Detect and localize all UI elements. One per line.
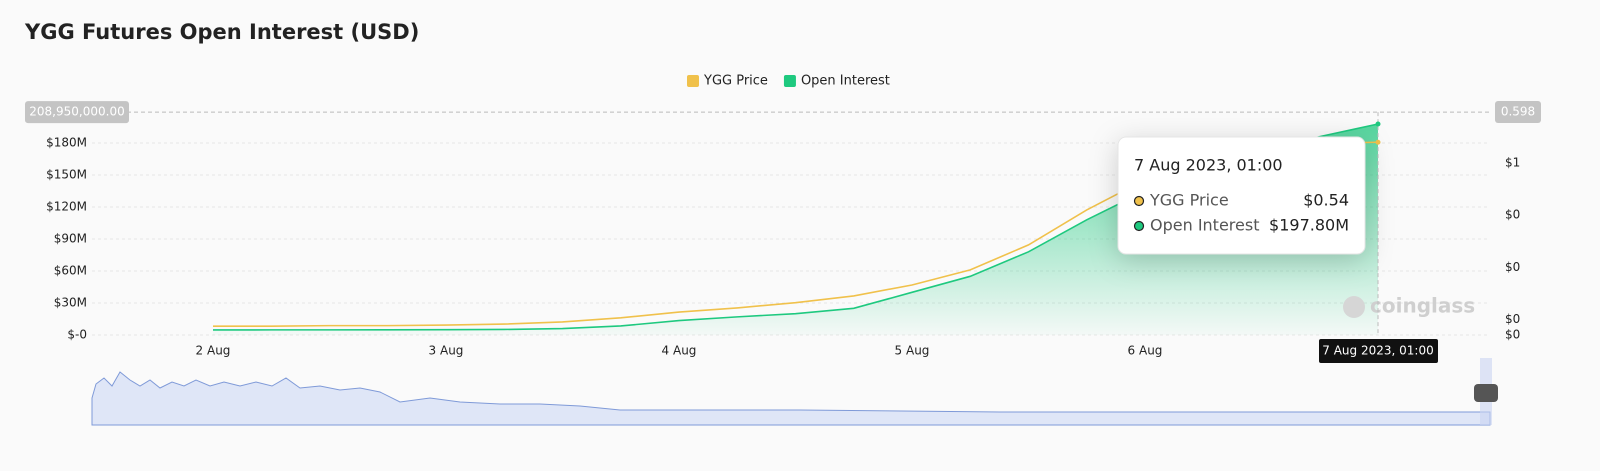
y2-tick-label: $0 <box>1505 328 1520 342</box>
legend-label: Open Interest <box>801 74 890 89</box>
tooltip-value: $0.54 <box>1303 191 1349 210</box>
crosshair-x-box <box>1319 339 1438 363</box>
x-tick-label: 5 Aug <box>895 344 930 358</box>
tooltip-name: Open Interest <box>1150 216 1259 235</box>
legend-swatch <box>783 75 796 87</box>
tooltip-box <box>1117 136 1366 255</box>
y2-tick-label: $0 <box>1505 260 1520 274</box>
navigator <box>91 371 1491 426</box>
x-tick-label: 3 Aug <box>429 344 464 358</box>
crosshair-y2-label: 0.598 <box>1501 105 1535 119</box>
y-tick-label: $120M <box>46 200 87 214</box>
chart-title: YGG Futures Open Interest (USD) <box>24 20 419 44</box>
crosshair-x-label: 7 Aug 2023, 01:00 <box>1322 344 1433 358</box>
crosshair-y2-box <box>1495 101 1541 124</box>
x-tick-label: 2 Aug <box>196 344 231 358</box>
tooltip-title: 7 Aug 2023, 01:00 <box>1134 156 1283 175</box>
hover-point <box>1375 121 1381 127</box>
tooltip-dot <box>1133 220 1145 232</box>
watermark: coinglass <box>1370 294 1475 318</box>
tooltip-value: $197.80M <box>1269 216 1349 235</box>
tooltip-dot <box>1133 195 1145 207</box>
crosshair-y-label: 208,950,000.00 <box>29 105 124 119</box>
crosshair-y-box <box>25 101 129 124</box>
y-tick-label: $60M <box>54 264 87 278</box>
y-tick-label: $30M <box>54 296 87 310</box>
y-tick-label: $150M <box>46 168 87 182</box>
tooltip-name: YGG Price <box>1149 191 1229 210</box>
y2-tick-label: $1 <box>1505 156 1520 170</box>
x-tick-label: 6 Aug <box>1128 344 1163 358</box>
legend-swatch <box>687 75 699 87</box>
area-fill <box>213 124 1378 335</box>
tooltip: 7 Aug 2023, 01:00 YGG Price $0.54 Open Inte… <box>1117 136 1366 255</box>
legend-label: YGG Price <box>703 74 768 89</box>
y-tick-label: $180M <box>46 136 87 150</box>
x-tick-label: 4 Aug <box>662 344 697 358</box>
y2-tick-label: $0 <box>1505 208 1520 222</box>
y-tick-label: $90M <box>54 232 87 246</box>
y2-tick-label: $0 <box>1505 312 1520 326</box>
y-tick-label: $-0 <box>67 328 87 342</box>
navigator-handle[interactable] <box>1474 384 1498 402</box>
watermark-logo <box>1343 296 1365 318</box>
hover-point <box>1375 139 1381 145</box>
